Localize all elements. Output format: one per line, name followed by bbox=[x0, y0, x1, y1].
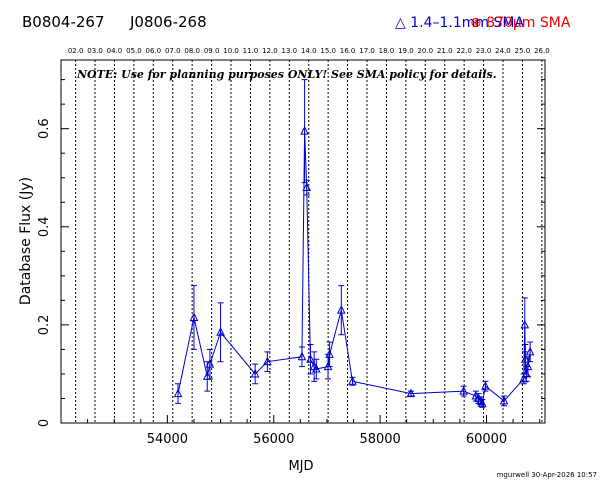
error-bar bbox=[407, 390, 414, 397]
year-label: 21.0 bbox=[437, 47, 453, 55]
planning-note: NOTE: Use for planning purposes ONLY! Se… bbox=[76, 68, 497, 81]
year-label: 05.0 bbox=[126, 47, 142, 55]
error-bar bbox=[522, 344, 529, 375]
error-bar bbox=[175, 383, 182, 404]
year-label: 11.0 bbox=[243, 47, 259, 55]
data-point-triangle bbox=[173, 388, 183, 398]
year-labels: 02.0 03.0 04.0 05.0 06.0 07.0 08.0 09.0 10.0 11.0… bbox=[68, 47, 550, 55]
year-label: 08.0 bbox=[184, 47, 200, 55]
data-point-triangle bbox=[336, 305, 346, 314]
y-axis-ticks: 0 0.2 0.4 0.6 bbox=[37, 79, 545, 427]
data-point-triangle bbox=[459, 385, 468, 395]
x-tick-label: 58000 bbox=[359, 432, 400, 447]
data-point-triangle bbox=[302, 182, 312, 192]
error-bars bbox=[175, 79, 534, 408]
x-tick-label: 56000 bbox=[253, 432, 294, 447]
year-label: 15.0 bbox=[320, 47, 336, 55]
data-point-triangle bbox=[263, 356, 272, 366]
error-bar bbox=[521, 297, 528, 353]
error-bar bbox=[311, 351, 318, 382]
data-point-triangle bbox=[481, 381, 490, 390]
data-point-triangle bbox=[477, 398, 487, 407]
series-line bbox=[177, 131, 531, 405]
legend-red-label: ⊕ 870µm SMA bbox=[470, 15, 571, 31]
x-tick-label: 54000 bbox=[147, 432, 188, 447]
data-point-triangle bbox=[520, 319, 530, 329]
error-bar bbox=[190, 285, 197, 350]
source-name: B0804-267 bbox=[22, 13, 105, 31]
year-label: 10.0 bbox=[223, 47, 239, 55]
y-tick-label: 0 bbox=[37, 419, 52, 427]
y-tick-label: 0.4 bbox=[37, 216, 52, 237]
data-point-triangle bbox=[306, 354, 315, 363]
error-bar bbox=[217, 302, 224, 363]
year-label: 14.0 bbox=[301, 47, 317, 55]
year-label: 06.0 bbox=[146, 47, 162, 55]
error-bar bbox=[298, 346, 305, 368]
year-label: 22.0 bbox=[456, 47, 472, 55]
data-point-triangle bbox=[325, 349, 334, 358]
x-tick-label: 60000 bbox=[466, 432, 507, 447]
series-polyline bbox=[177, 131, 531, 405]
year-label: 24.0 bbox=[495, 47, 511, 55]
data-point-triangle bbox=[216, 327, 225, 336]
alt-source-name: J0806-268 bbox=[129, 13, 207, 31]
data-point-triangle bbox=[523, 361, 533, 371]
plot-frame bbox=[60, 59, 546, 424]
error-bar bbox=[313, 358, 320, 380]
data-point-triangle bbox=[406, 388, 416, 398]
data-point-triangle bbox=[205, 359, 215, 368]
error-bar bbox=[338, 285, 345, 336]
data-point-triangle bbox=[521, 354, 530, 363]
data-point-triangle bbox=[525, 346, 535, 356]
data-point-triangle bbox=[189, 312, 199, 322]
year-label: 13.0 bbox=[282, 47, 298, 55]
legend-blue-label: △ 1.4–1.1mm SMA bbox=[395, 15, 524, 31]
year-label: 16.0 bbox=[340, 47, 356, 55]
error-bar bbox=[252, 363, 259, 385]
data-point-triangle bbox=[297, 351, 307, 361]
data-point-triangle bbox=[323, 361, 333, 371]
y-tick-label: 0.2 bbox=[37, 315, 52, 336]
data-point-triangle bbox=[250, 368, 260, 378]
year-label: 04.0 bbox=[107, 47, 123, 55]
y-axis-label: Database Flux (Jy) bbox=[18, 177, 34, 305]
year-gridlines bbox=[75, 60, 543, 423]
error-bar bbox=[206, 348, 213, 380]
data-point-triangle bbox=[499, 395, 509, 405]
year-label: 12.0 bbox=[262, 47, 278, 55]
year-label: 17.0 bbox=[359, 47, 375, 55]
error-bar bbox=[264, 351, 271, 372]
data-point-triangle bbox=[348, 376, 357, 385]
year-label: 03.0 bbox=[87, 47, 103, 55]
year-label: 07.0 bbox=[165, 47, 181, 55]
year-label: 09.0 bbox=[204, 47, 220, 55]
data-point-triangle bbox=[202, 371, 212, 380]
y-tick-label: 0.6 bbox=[37, 118, 52, 139]
data-point-triangle bbox=[522, 368, 531, 378]
year-label: 23.0 bbox=[476, 47, 492, 55]
year-label: 02.0 bbox=[68, 47, 84, 55]
year-label: 20.0 bbox=[417, 47, 433, 55]
x-axis-ticks: 54000 56000 58000 60000 bbox=[60, 415, 541, 447]
data-point-triangle bbox=[311, 363, 321, 373]
year-label: 19.0 bbox=[398, 47, 414, 55]
data-point-triangle bbox=[300, 126, 309, 135]
x-axis-label: MJD bbox=[288, 459, 313, 474]
year-label: 18.0 bbox=[379, 47, 395, 55]
year-label: 25.0 bbox=[515, 47, 531, 55]
footer-credit: mgurwell 30-Apr-2026 10:57 bbox=[497, 471, 597, 479]
data-point-triangle bbox=[519, 373, 529, 383]
data-points bbox=[173, 126, 535, 407]
year-label: 26.0 bbox=[534, 47, 550, 55]
